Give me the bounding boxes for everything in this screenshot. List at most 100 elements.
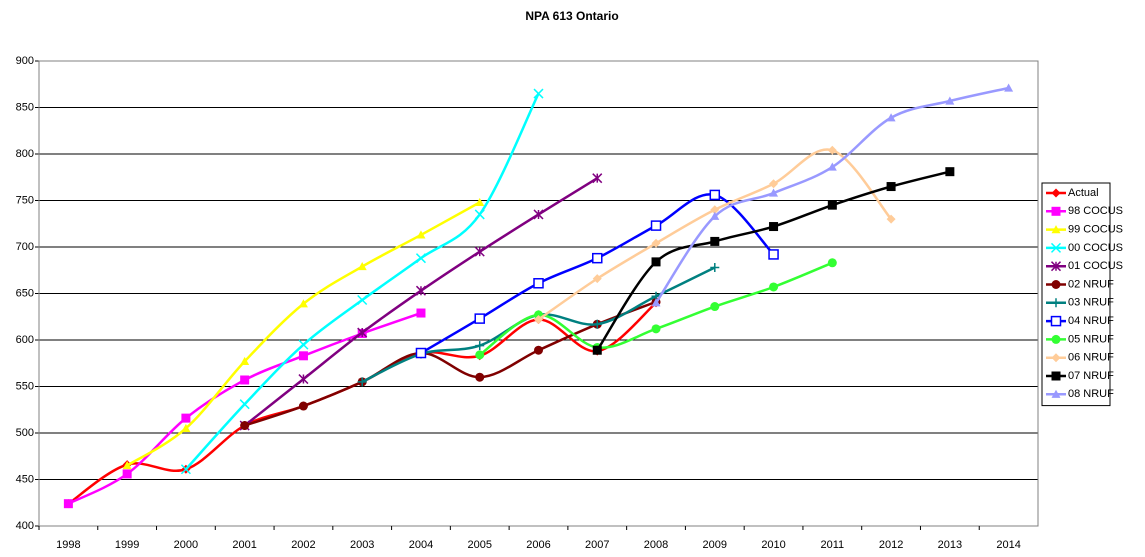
marker <box>651 324 661 334</box>
marker <box>357 327 368 338</box>
x-tick-label: 2005 <box>467 539 491 551</box>
x-tick-label: 2003 <box>350 539 374 551</box>
marker <box>1051 225 1061 234</box>
marker <box>1051 371 1061 381</box>
marker <box>298 351 308 361</box>
series-line <box>126 201 481 467</box>
series-line <box>478 261 833 356</box>
marker <box>533 209 544 220</box>
marker <box>475 350 485 360</box>
marker <box>945 96 955 105</box>
x-tick-label: 2002 <box>291 539 315 551</box>
marker <box>769 282 779 292</box>
legend-label: 06 NRUF <box>1068 352 1114 364</box>
marker <box>240 375 250 385</box>
marker <box>1051 353 1061 363</box>
marker <box>181 413 191 423</box>
legend-label: 99 COCUS <box>1068 224 1123 236</box>
marker <box>357 262 367 271</box>
legend-label: Actual <box>1068 187 1099 199</box>
marker <box>1051 206 1061 216</box>
marker <box>181 423 191 432</box>
x-tick-label: 2009 <box>703 539 727 551</box>
legend-label: 98 COCUS <box>1068 205 1123 217</box>
marker <box>415 347 427 359</box>
marker <box>827 145 837 155</box>
marker <box>240 356 250 365</box>
x-tick-label: 2006 <box>526 539 550 551</box>
marker <box>1051 280 1061 289</box>
marker <box>592 319 602 329</box>
marker <box>592 274 602 284</box>
marker <box>1004 83 1014 92</box>
x-tick-label: 2007 <box>585 539 609 551</box>
marker <box>474 313 485 324</box>
marker <box>769 179 779 189</box>
marker <box>533 278 544 289</box>
marker <box>886 113 896 122</box>
marker <box>240 421 250 431</box>
marker <box>298 401 308 411</box>
series-line <box>244 300 657 427</box>
marker <box>415 253 427 264</box>
marker <box>122 461 132 470</box>
marker <box>475 197 485 206</box>
marker <box>63 499 73 509</box>
legend-box <box>1041 182 1111 407</box>
marker <box>534 345 543 355</box>
marker <box>710 302 720 312</box>
legend-label: 04 NRUF <box>1068 315 1114 327</box>
marker <box>769 188 779 197</box>
marker <box>650 220 662 231</box>
marker <box>1051 389 1061 398</box>
y-tick-label: 600 <box>16 334 34 346</box>
x-tick-label: 2011 <box>820 539 844 551</box>
series-line <box>420 193 775 355</box>
x-tick-label: 2012 <box>879 539 903 551</box>
marker <box>533 88 544 99</box>
series-line <box>537 148 893 321</box>
marker <box>416 230 426 239</box>
x-tick-label: 2013 <box>938 539 962 551</box>
marker <box>534 315 543 325</box>
marker <box>651 238 661 248</box>
marker <box>1051 298 1061 308</box>
marker <box>709 189 721 201</box>
y-tick-label: 700 <box>16 241 34 253</box>
y-tick-label: 650 <box>16 287 34 299</box>
marker <box>1050 261 1062 272</box>
marker <box>474 246 485 257</box>
marker <box>474 209 485 220</box>
marker <box>416 308 426 318</box>
y-tick-label: 400 <box>16 520 34 532</box>
marker <box>710 211 720 220</box>
legend-label: 02 NRUF <box>1068 278 1114 290</box>
legend-label: 08 NRUF <box>1068 388 1114 400</box>
marker <box>592 345 602 355</box>
marker <box>827 258 837 268</box>
legend-label: 05 NRUF <box>1068 333 1114 345</box>
legend-label: 00 COCUS <box>1068 242 1123 254</box>
marker <box>651 298 661 307</box>
legend-label: 03 NRUF <box>1068 297 1114 309</box>
marker <box>415 285 427 296</box>
y-tick-label: 450 <box>16 473 34 485</box>
y-tick-label: 550 <box>16 380 34 392</box>
marker <box>1051 334 1061 344</box>
series-line <box>243 177 598 427</box>
marker <box>1050 242 1062 253</box>
marker <box>357 294 368 306</box>
marker <box>945 167 955 177</box>
series-line <box>67 311 422 505</box>
marker <box>298 339 309 350</box>
marker <box>769 222 779 232</box>
y-tick-label: 750 <box>16 194 34 206</box>
legend-label: 07 NRUF <box>1068 370 1114 382</box>
x-tick-label: 2008 <box>644 539 668 551</box>
legend-label: 01 COCUS <box>1068 260 1123 272</box>
x-tick-label: 2000 <box>174 539 198 551</box>
chart-title: NPA 613 Ontario <box>525 9 618 23</box>
marker <box>768 249 779 260</box>
